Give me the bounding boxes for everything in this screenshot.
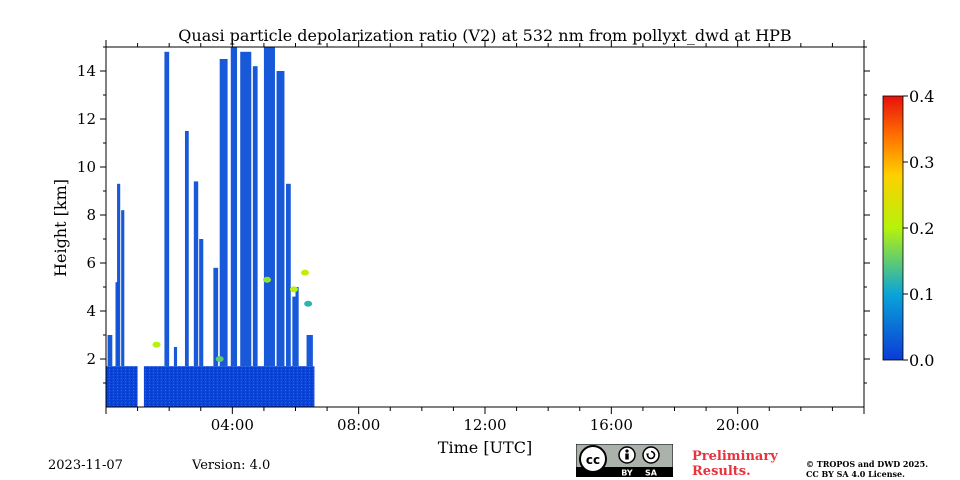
cc-license-badge[interactable]: cc BY SA — [576, 444, 673, 477]
base-layer-segment — [106, 366, 138, 407]
colorbar-tick-label: 0.1 — [909, 285, 934, 304]
cc-logo-icon — [579, 445, 607, 473]
depol-highlight — [300, 269, 309, 276]
y-axis-label: Height [km] — [51, 179, 70, 277]
y-tick-label: 2 — [86, 350, 96, 368]
cc-sa-label: SA — [645, 469, 658, 478]
y-tick-label: 4 — [86, 302, 96, 320]
profile-column — [295, 287, 299, 367]
profile-column — [240, 51, 252, 367]
x-tick-label: 16:00 — [590, 416, 633, 434]
copyright-line-1: © TROPOS and DWD 2025. — [806, 459, 928, 469]
profile-column — [286, 183, 291, 367]
x-tick-label: 08:00 — [337, 416, 380, 434]
profile-column — [117, 183, 121, 367]
y-tick-label: 8 — [86, 206, 96, 224]
x-tick-label: 12:00 — [463, 416, 506, 434]
colorbar-tick-label: 0.2 — [909, 219, 934, 238]
colorbar — [882, 95, 904, 361]
y-tick-label: 12 — [77, 110, 96, 128]
colorbar-tick-label: 0.0 — [909, 351, 934, 370]
preliminary-line-1: Preliminary — [692, 449, 778, 464]
colorbar-ticks: 0.0 0.1 0.2 0.3 0.4 — [903, 87, 934, 370]
profile-column — [276, 71, 285, 367]
date-label: 2023-11-07 — [48, 458, 123, 473]
profile-column — [184, 131, 189, 367]
profile-column — [292, 296, 296, 367]
profile-column — [213, 267, 219, 367]
y-tick-label: 10 — [77, 158, 96, 176]
x-axis: 04:00 08:00 12:00 16:00 20:00 — [105, 40, 865, 434]
base-layer-segment — [143, 366, 315, 407]
colorbar-tick-label: 0.3 — [909, 153, 934, 172]
depol-highlight — [215, 356, 224, 362]
version-label: Version: 4.0 — [192, 458, 271, 473]
profile-column — [164, 51, 170, 367]
profile-column — [263, 47, 275, 367]
depol-highlight — [289, 286, 298, 293]
x-axis-label: Time [UTC] — [438, 438, 532, 457]
profile-column — [193, 181, 199, 367]
profile-column — [252, 66, 258, 367]
x-tick-label: 04:00 — [211, 416, 254, 434]
colorbar-tick-label: 0.4 — [909, 87, 934, 106]
depol-highlight — [152, 341, 161, 348]
profile-column — [121, 210, 125, 367]
y-tick-label: 6 — [86, 254, 96, 272]
profile-column — [219, 59, 228, 367]
share-alike-icon — [642, 446, 660, 464]
cc-by-label: BY — [621, 469, 633, 478]
profile-column — [173, 347, 178, 367]
preliminary-line-2: Results. — [692, 464, 751, 479]
depol-highlight — [263, 276, 272, 283]
y-tick-label: 14 — [77, 62, 96, 80]
copyright-line-2: CC BY SA 4.0 License. — [806, 469, 905, 479]
profile-column — [199, 239, 204, 367]
profile-column — [107, 335, 113, 367]
cc-symbol: cc — [586, 453, 600, 467]
y-axis: 2 4 6 8 10 12 14 — [77, 46, 870, 384]
preliminary-results-notice: Preliminary Results. — [692, 449, 778, 479]
plot-data-area — [106, 47, 315, 407]
copyright-notice: © TROPOS and DWD 2025. CC BY SA 4.0 Lice… — [806, 459, 928, 479]
chart-title: Quasi particle depolarization ratio (V2)… — [178, 26, 791, 45]
x-tick-label: 20:00 — [716, 416, 759, 434]
profile-column — [306, 335, 313, 367]
profile-column — [230, 47, 238, 367]
depol-highlight — [304, 300, 313, 307]
